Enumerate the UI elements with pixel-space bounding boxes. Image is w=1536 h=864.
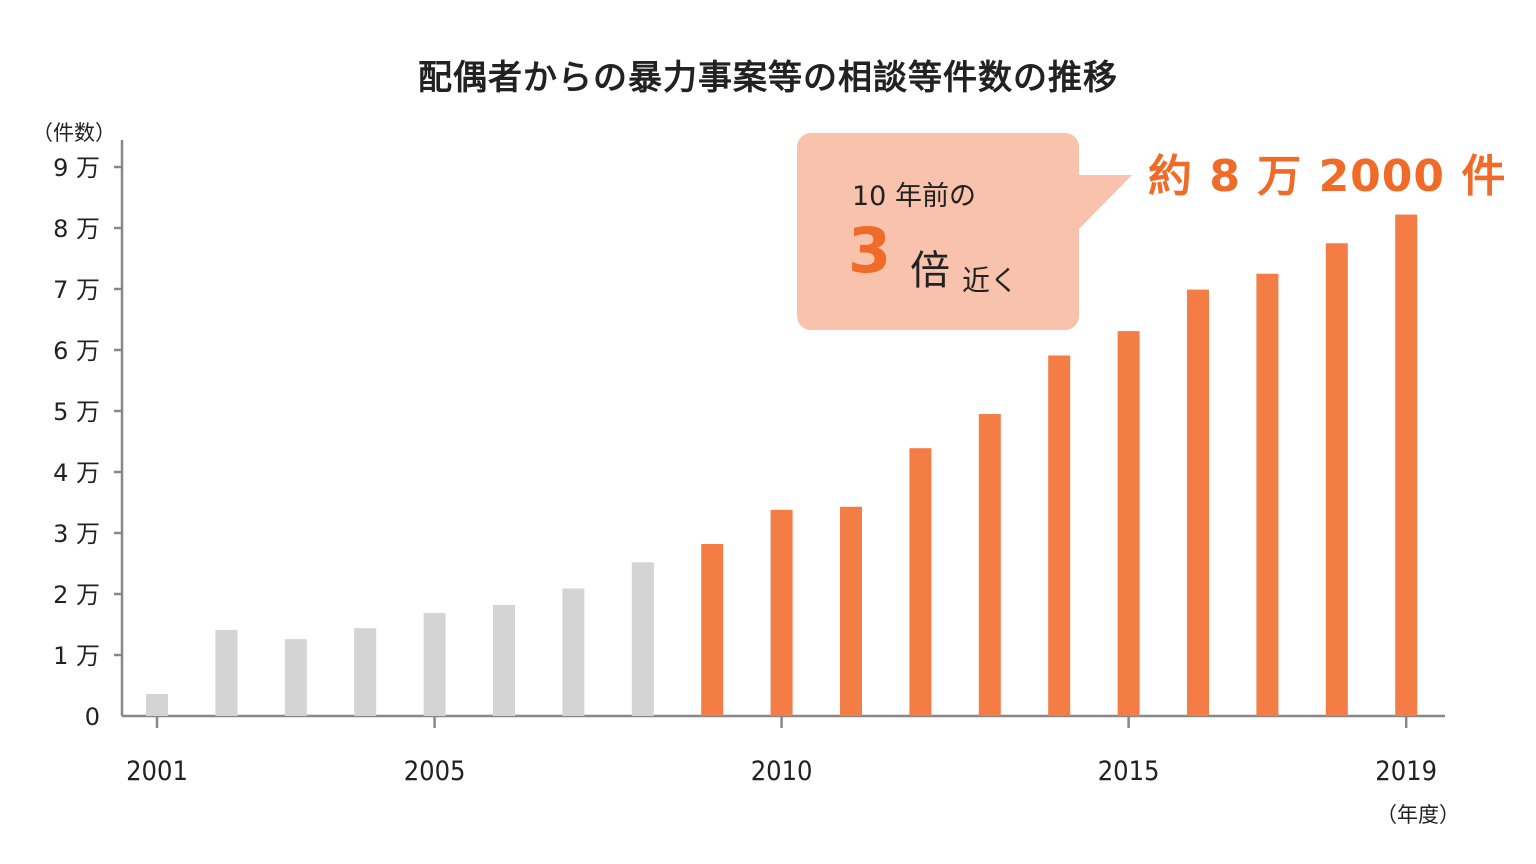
y-tick-label: 4 万 bbox=[53, 459, 100, 487]
bar-2007 bbox=[562, 588, 585, 716]
callout-multiplier: 3 bbox=[848, 214, 892, 287]
bar-2011 bbox=[840, 506, 862, 716]
bar-2019 bbox=[1395, 214, 1418, 716]
bar-2009 bbox=[701, 543, 724, 716]
x-tick-label: 2019 bbox=[1375, 756, 1437, 787]
y-tick-label: 3 万 bbox=[53, 520, 100, 548]
x-tick-label: 2005 bbox=[404, 756, 466, 787]
x-tick-label: 2001 bbox=[126, 756, 188, 787]
highlight-total: 約 8 万 2000 件 bbox=[1148, 151, 1507, 202]
bar-2004 bbox=[354, 628, 377, 716]
x-axis-unit-label: （年度） bbox=[1376, 803, 1460, 827]
y-tick-label: 6 万 bbox=[53, 337, 100, 365]
y-tick-label: 1 万 bbox=[53, 642, 100, 670]
x-tick-label: 2010 bbox=[751, 756, 813, 787]
bar-2016 bbox=[1187, 289, 1209, 716]
bar-2008 bbox=[631, 562, 654, 716]
y-tick-label: 8 万 bbox=[53, 215, 100, 243]
bar-2017 bbox=[1256, 273, 1279, 716]
bar-2018 bbox=[1325, 243, 1348, 716]
y-tick-label: 7 万 bbox=[53, 276, 100, 304]
bar-2014 bbox=[1048, 355, 1071, 716]
y-tick-label: 9 万 bbox=[53, 154, 100, 182]
x-tick-label: 2015 bbox=[1098, 756, 1160, 787]
callout-text-ten-years-ago: 10 年前の bbox=[852, 181, 976, 212]
y-tick-label: 5 万 bbox=[53, 398, 100, 426]
y-axis-unit-label: （件数） bbox=[32, 121, 116, 145]
bar-2005 bbox=[423, 612, 446, 716]
bar-2001 bbox=[146, 694, 168, 716]
y-tick-label: 0 bbox=[85, 703, 100, 731]
bar-2010 bbox=[770, 509, 793, 716]
bar-2015 bbox=[1117, 331, 1140, 716]
callout-bubble bbox=[797, 133, 1079, 330]
bar-2013 bbox=[978, 414, 1001, 716]
chart-title: 配偶者からの暴力事案等の相談等件数の推移 bbox=[418, 58, 1118, 98]
bar-2006 bbox=[493, 604, 515, 716]
bar-2012 bbox=[909, 448, 932, 716]
bar-2003 bbox=[284, 639, 307, 716]
callout-times-label: 倍 bbox=[910, 248, 950, 294]
bar-2002 bbox=[215, 629, 238, 716]
callout-nearly-label: 近く bbox=[962, 264, 1019, 297]
y-tick-label: 2 万 bbox=[53, 581, 100, 609]
